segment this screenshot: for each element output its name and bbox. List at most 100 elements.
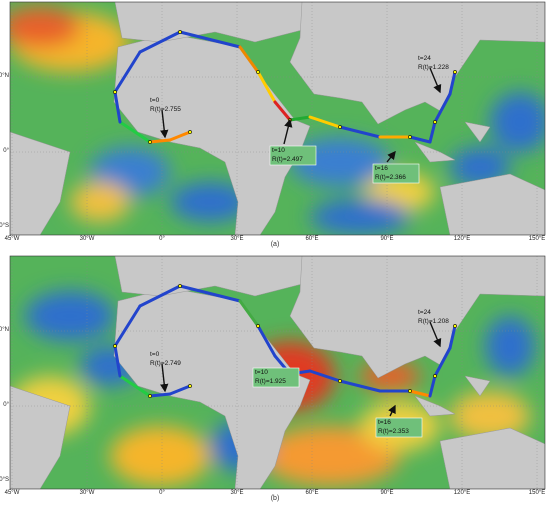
lat-label: 30°S [0, 477, 9, 483]
route-segment [288, 115, 312, 122]
ocean-blob [170, 182, 250, 222]
route-segment [256, 324, 277, 358]
route-segment [428, 374, 437, 398]
land [10, 385, 71, 489]
port [188, 384, 192, 388]
annotation-time: t=16 [375, 165, 388, 172]
route-segment [178, 30, 242, 49]
port [453, 324, 457, 328]
lon-label: 30°W [80, 236, 95, 242]
route-segment [118, 374, 152, 398]
annotation-ratio: R(t)=2.755 [150, 106, 181, 113]
route-segment [273, 100, 292, 122]
land [414, 141, 456, 163]
annotation-time: t=10 [272, 147, 285, 154]
route-segment [408, 135, 432, 144]
route-segment [256, 70, 277, 104]
route-segment [238, 45, 260, 74]
lon-label: 0° [159, 490, 165, 496]
port [433, 374, 437, 378]
land [289, 256, 545, 379]
lon-label: 120°E [454, 236, 470, 242]
ocean-blob [260, 426, 400, 486]
land [464, 375, 491, 397]
lat-label: 0° [3, 402, 9, 408]
ocean-blob [10, 7, 80, 47]
ocean-blob [310, 199, 410, 235]
annotation-arrow [160, 109, 169, 139]
route-segment [433, 346, 452, 378]
annotation-arrow [386, 150, 396, 163]
land [439, 427, 545, 489]
lon-label: 120°E [454, 490, 470, 496]
lon-label: 0° [159, 236, 165, 242]
panel-caption: (b) [271, 495, 280, 502]
ocean-blob [110, 426, 210, 486]
port [256, 324, 260, 328]
lat-label: 0° [3, 148, 9, 154]
annotation-arrow [388, 404, 396, 417]
route-segment [428, 120, 437, 144]
port [148, 140, 152, 144]
annotation-box [252, 367, 300, 388]
route-segment [178, 284, 242, 303]
route-segment [338, 379, 382, 393]
port [256, 70, 260, 74]
annotation-box [372, 163, 420, 184]
panel-caption: (a) [271, 241, 280, 248]
ocean-blob [70, 182, 130, 222]
annotation-box [375, 417, 423, 438]
lon-label: 45°W [5, 236, 20, 242]
annotation-ratio: R(t)=2.366 [375, 174, 406, 181]
lat-label: 30°N [0, 327, 9, 333]
port [188, 130, 192, 134]
map-panel [10, 256, 545, 489]
annotation-time: t=0 [150, 351, 160, 358]
annotation-ratio: R(t)=1.208 [418, 318, 449, 325]
annotation-time: t=0 [150, 97, 160, 104]
ocean-blob [485, 316, 535, 376]
route-segment [148, 138, 172, 144]
route-segment [113, 50, 142, 94]
lon-label: 30°E [230, 490, 243, 496]
lat-label: 30°N [0, 73, 9, 79]
annotation-ratio: R(t)=2.497 [272, 156, 303, 163]
lon-label: 60°E [305, 236, 318, 242]
lon-label: 150°E [529, 236, 545, 242]
port [338, 125, 342, 129]
port [408, 389, 412, 393]
route-segment [308, 115, 342, 129]
port [178, 284, 182, 288]
annotation-time: t=24 [418, 55, 431, 62]
annotation-box [269, 145, 317, 166]
annotation-time: t=16 [378, 419, 391, 426]
lon-label: 90°E [380, 490, 393, 496]
route-segment [138, 30, 182, 54]
ocean-blob [490, 92, 545, 152]
port [433, 120, 437, 124]
land [464, 121, 491, 143]
route-segment [448, 324, 457, 350]
lon-label: 30°W [80, 490, 95, 496]
route-segment [308, 369, 342, 383]
route-segment [113, 304, 142, 348]
port [338, 379, 342, 383]
land [439, 173, 545, 235]
route-segment [113, 90, 122, 124]
route-segment [338, 125, 382, 139]
port [408, 135, 412, 139]
route-segment [168, 384, 192, 396]
ocean-blob [25, 291, 115, 341]
lat-label: 30°S [0, 223, 9, 229]
annotation-ratio: R(t)=2.749 [150, 360, 181, 367]
route-segment [138, 284, 182, 308]
route-segment [148, 392, 172, 398]
route-segment [433, 92, 452, 124]
route-segment [168, 130, 192, 142]
lon-label: 150°E [529, 490, 545, 496]
route-segment [238, 299, 260, 328]
port [453, 70, 457, 74]
annotation-ratio: R(t)=2.353 [378, 428, 409, 435]
annotation-ratio: R(t)=1.228 [418, 64, 449, 71]
lon-label: 60°E [305, 490, 318, 496]
